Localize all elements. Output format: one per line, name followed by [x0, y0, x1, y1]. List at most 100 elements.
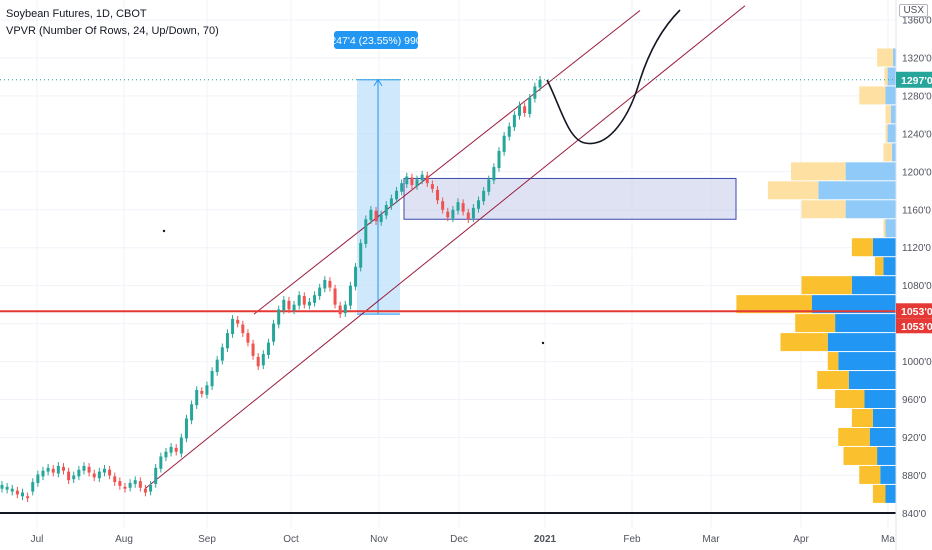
candle-body — [220, 347, 224, 361]
candle-body — [477, 200, 481, 209]
candle-body — [307, 301, 311, 306]
candle-body — [441, 201, 445, 210]
last-price-badge — [896, 71, 932, 88]
price-axis-tick-label: 840'0 — [902, 509, 927, 520]
price-axis-tick-label: 1320'0 — [902, 53, 932, 64]
candle-body — [169, 446, 173, 453]
candle-body — [266, 342, 270, 355]
candle-body — [364, 219, 368, 244]
candle-body — [369, 209, 373, 221]
time-axis-tick-label: Oct — [283, 534, 299, 545]
candle-body — [420, 174, 424, 181]
candle-body — [328, 280, 332, 288]
candle-body — [5, 486, 9, 490]
volume-profile-up-bar — [877, 446, 896, 465]
price-axis-tick-label: 1000'0 — [902, 357, 932, 368]
candle-body — [56, 465, 60, 474]
candle-body — [538, 79, 542, 88]
volume-profile-up-bar — [845, 162, 896, 181]
candle-body — [108, 469, 112, 476]
price-axis-tick-label: 1120'0 — [902, 243, 931, 254]
volume-profile-down-bar — [875, 257, 884, 276]
time-axis-tick-label: Ma — [881, 534, 895, 545]
candle-body — [497, 150, 501, 169]
candle-body — [482, 190, 486, 202]
price-axis-tick-label: 1160'0 — [902, 205, 931, 216]
candle-body — [133, 480, 137, 484]
volume-profile-up-bar — [885, 86, 896, 105]
time-axis-tick-label: Apr — [793, 534, 809, 545]
candle-body — [287, 300, 291, 310]
level-label: 1053'0 — [901, 321, 932, 333]
candle-body — [523, 106, 527, 113]
time-axis-tick-label: Nov — [370, 534, 388, 545]
currency-label[interactable]: USX — [899, 4, 928, 17]
volume-profile-down-bar — [780, 333, 828, 352]
measure-label: 247'4 (23.55%) 990 — [330, 35, 421, 47]
volume-profile-up-bar — [883, 257, 896, 276]
price-axis-tick-label: 880'0 — [902, 471, 927, 482]
candle-body — [164, 451, 168, 458]
candle-body — [231, 318, 235, 335]
candle-body — [210, 371, 214, 387]
volume-profile-down-bar — [859, 465, 881, 484]
candle-body — [277, 309, 281, 325]
candle-body — [282, 299, 286, 311]
candle-body — [487, 179, 491, 192]
level-badge — [896, 318, 932, 334]
volume-profile-up-bar — [812, 295, 896, 314]
candle-body — [261, 353, 265, 366]
channel-lower-line — [144, 5, 746, 490]
candle-body — [113, 476, 117, 483]
price-axis-tick-label: 1200'0 — [902, 167, 932, 178]
volume-profile-down-bar — [877, 48, 893, 67]
volume-profile-up-bar — [890, 105, 896, 124]
candle-body — [97, 471, 101, 479]
volume-profile-up-bar — [848, 371, 896, 390]
candle-body — [179, 437, 183, 454]
candle-body — [323, 279, 327, 289]
volume-profile-up-bar — [827, 333, 896, 352]
volume-profile-down-bar — [801, 200, 846, 219]
candle-body — [195, 390, 199, 406]
volume-profile-up-bar — [872, 408, 896, 427]
level-label: 1053'0 — [901, 306, 932, 318]
candle-body — [297, 295, 301, 306]
candle-body — [41, 470, 45, 477]
candle-body — [512, 114, 516, 128]
candle-body — [200, 390, 204, 394]
drawing-dot — [541, 341, 545, 345]
candle-body — [72, 475, 76, 480]
candle-body — [354, 266, 358, 287]
candle-body — [236, 319, 240, 324]
candle-body — [384, 205, 388, 216]
candle-body — [67, 471, 71, 481]
volume-profile-down-bar — [885, 124, 888, 143]
level-badge — [896, 303, 932, 319]
volume-profile-down-bar — [851, 408, 873, 427]
channel-upper-line — [253, 10, 641, 315]
candle-body — [10, 488, 14, 492]
candle-body — [348, 285, 352, 306]
candle-body — [174, 447, 178, 452]
candle-body — [466, 212, 470, 220]
candle-body — [128, 483, 132, 488]
volume-profile-down-bar — [827, 352, 839, 371]
consolidation-box — [403, 177, 737, 220]
time-axis-tick-label: Jul — [31, 534, 44, 545]
time-axis-tick-label: Aug — [115, 534, 133, 545]
candle-body — [15, 490, 19, 495]
volume-profile-down-bar — [883, 143, 892, 162]
volume-profile-up-bar — [885, 219, 896, 238]
volume-profile-down-bar — [817, 371, 849, 390]
candle-body — [456, 202, 460, 211]
candle-body — [251, 343, 255, 356]
volume-profile-up-bar — [818, 181, 896, 200]
candle-body — [533, 86, 537, 99]
candle-body — [241, 324, 245, 334]
candle-body — [389, 198, 393, 206]
price-axis-tick-label: 1240'0 — [902, 129, 932, 140]
candle-body — [400, 183, 404, 192]
volume-profile-up-bar — [887, 124, 896, 143]
